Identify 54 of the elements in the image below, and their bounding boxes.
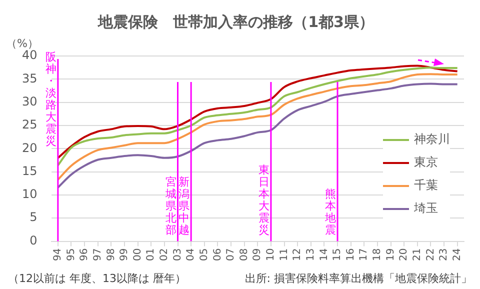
y-tick-label: 40 [22, 48, 38, 62]
x-tick-label: 18 [372, 248, 384, 262]
x-tick-label: 13 [305, 248, 316, 262]
x-tick-label: 99 [119, 248, 130, 262]
ref-line-label: 宮城県北部 [164, 176, 176, 237]
x-tick-label: 98 [106, 248, 117, 262]
y-axis-title: （%） [6, 36, 38, 50]
y-tick-label: 35 [22, 71, 38, 86]
y-tick-label: 0 [30, 233, 38, 248]
text: （12以前は 年度、13以降は 暦年） [8, 272, 186, 285]
x-tick-label: 03 [172, 248, 184, 262]
x-tick-label: 06 [212, 248, 224, 262]
x-tick-label: 08 [238, 248, 250, 262]
x-tick-label: 10 [266, 248, 277, 262]
x-tick-label: 00 [132, 248, 144, 262]
ref-line-label: 阪神・淡路大震災 [45, 50, 56, 148]
x-tick-label: 05 [198, 248, 210, 262]
text: 出所: 損害保険料率算出機構「地震保険統計」 [244, 272, 472, 285]
legend-label: 千葉 [414, 177, 438, 194]
legend-label: 埼玉 [414, 200, 438, 217]
y-tick-label: 20 [22, 140, 38, 155]
ref-line-label: 熊本地震 [324, 188, 336, 237]
x-tick-label: 15 [332, 248, 344, 262]
x-tick-label: 04 [186, 248, 197, 262]
x-tick-label: 16 [345, 248, 356, 262]
line-series [56, 82, 458, 189]
y-tick-label: 10 [22, 187, 38, 202]
x-tick-label: 94 [52, 248, 64, 262]
y-tick-label: 25 [22, 118, 38, 132]
x-tick-label: 21 [412, 248, 423, 262]
legend-label: 東京 [414, 154, 438, 171]
ref-line-label: 新潟県中越 [178, 176, 190, 237]
x-tick-label: 24 [452, 248, 463, 262]
x-tick-label: 09 [252, 248, 264, 262]
y-tick-label: 30 [22, 94, 38, 108]
x-tick-label: 02 [159, 248, 170, 262]
chart-title: 地震保険 世帯加入率の推移（1都3県） [97, 12, 374, 31]
y-tick-label: 15 [22, 164, 38, 178]
x-tick-label: 95 [66, 248, 77, 262]
x-tick-label: 14 [318, 248, 330, 262]
x-tick-label: 19 [385, 248, 396, 262]
legend-label: 神奈川 [414, 131, 450, 148]
ref-line-label: 東日本大震災 [258, 164, 270, 237]
x-tick-label: 07 [226, 248, 237, 262]
x-tick-label: 22 [425, 248, 436, 262]
x-tick-label: 17 [358, 248, 370, 262]
y-tick-label: 5 [30, 210, 38, 224]
x-tick-label: 01 [146, 248, 157, 262]
x-tick-label: 23 [438, 248, 450, 262]
x-tick-label: 12 [292, 248, 304, 262]
x-tick-label: 97 [92, 248, 104, 262]
x-tick-label: 20 [398, 248, 410, 262]
x-tick-label: 96 [79, 248, 90, 262]
x-tick-label: 11 [278, 248, 290, 262]
